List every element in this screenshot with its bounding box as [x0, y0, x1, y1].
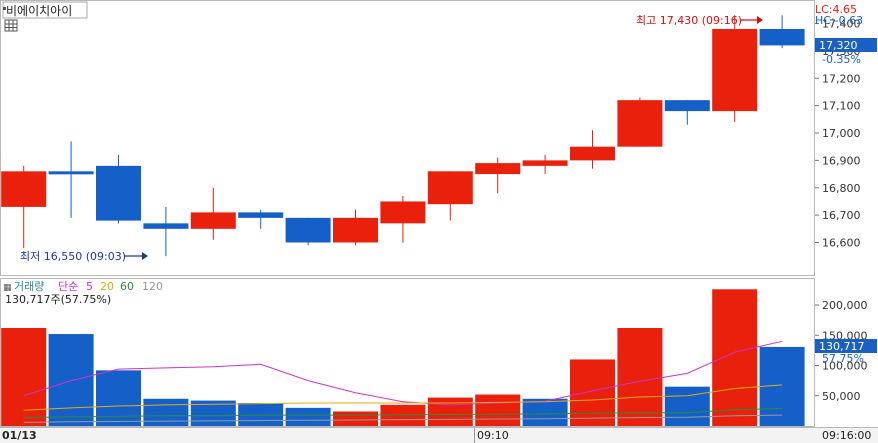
volume-bar: [285, 407, 331, 426]
hc-value: HC:-0.63: [815, 14, 863, 27]
current-price-tag: [815, 38, 877, 52]
price-tick-label: 16,600: [822, 237, 861, 250]
volume-tick-label: 200,000: [822, 299, 868, 312]
price-tick-label: 16,700: [822, 209, 861, 222]
price-panel-frame: [0, 0, 815, 276]
legend-ma120: 120: [142, 280, 163, 293]
price-tick-label: 16,900: [822, 154, 861, 167]
volume-tick-label: 100,000: [822, 360, 868, 373]
legend-volume: 거래량: [14, 280, 44, 293]
volume-bar: [522, 398, 568, 426]
volume-bar: [380, 404, 426, 426]
legend-ma-label: 단순: [58, 280, 78, 293]
volume-bar: [617, 327, 663, 426]
grid-table-icon[interactable]: [4, 19, 18, 32]
x-end-label: 09:16:00: [822, 429, 871, 442]
candle-body: [522, 160, 568, 166]
collapse-marker-icon[interactable]: [3, 7, 6, 10]
low-arrow-icon: [125, 252, 148, 260]
candle-body: [712, 28, 758, 112]
volume-bar: [238, 403, 284, 426]
candle-body: [143, 223, 189, 229]
candle-body: [190, 212, 236, 229]
ma-line-120: [23, 414, 783, 423]
candle-body: [380, 201, 426, 224]
current-change: -0.35%: [822, 53, 861, 66]
candle-body: [285, 217, 331, 243]
volume-bar: [1, 327, 47, 426]
moving-average-layer: [23, 340, 783, 423]
legend-ma5: 5: [86, 280, 93, 293]
legend-ma60: 60: [120, 280, 134, 293]
x-date-label: 01/13: [2, 429, 37, 442]
volume-bar: [143, 398, 189, 426]
stock-name: 비에이치아이: [6, 4, 72, 18]
candle-body: [570, 146, 615, 161]
volume-bar: [712, 289, 758, 426]
current-volume: 130,717: [819, 340, 865, 353]
x-axis-band: [0, 428, 878, 443]
candle-body: [475, 163, 521, 175]
lc-value: LC:4.65: [815, 3, 857, 16]
price-tick-label: 17,100: [822, 100, 861, 113]
low-annotation: 최저 16,550 (09:03): [20, 250, 126, 263]
current-price: 17,320: [819, 39, 858, 52]
ma-line-60: [23, 407, 783, 419]
price-tick-label: 16,800: [822, 182, 861, 195]
ma-line-20: [23, 384, 783, 411]
candle-body: [759, 28, 805, 46]
candle-body: [238, 212, 284, 218]
candles-layer: [1, 15, 805, 257]
current-volume-tag: [815, 339, 877, 353]
svg-text:▦: ▦: [3, 283, 12, 293]
volume-bar: [427, 397, 473, 426]
current-volume-ratio: 57.75%: [822, 352, 864, 365]
volume-bar: [333, 411, 378, 426]
candle-body: [1, 171, 47, 207]
candle-body: [96, 165, 141, 221]
volume-bar: [664, 386, 710, 426]
high-annotation: 최고 17,430 (09:16): [636, 14, 742, 27]
candle-body: [427, 171, 473, 205]
candle-body: [664, 100, 710, 112]
x-mid-label: 09:10: [477, 429, 509, 442]
candle-body: [617, 100, 663, 147]
candle-body: [333, 217, 378, 243]
volume-bar: [475, 394, 521, 426]
volume-info: 130,717주(57.75%): [5, 293, 111, 306]
volume-tick-label: 50,000: [822, 390, 861, 403]
price-tick-label: 17,000: [822, 127, 861, 140]
volume-bar: [570, 359, 615, 426]
candle-body: [48, 171, 94, 175]
price-tick-label: 17,400: [822, 18, 861, 31]
stock-name-box[interactable]: 비에이치아이: [2, 1, 88, 19]
legend-ma20: 20: [100, 280, 114, 293]
high-arrow-icon: [740, 16, 763, 24]
volume-bar: [48, 334, 94, 426]
price-tick-label: 17,200: [822, 72, 861, 85]
price-y-axis: 17,40017,30017,20017,10017,00016,90016,8…: [815, 18, 861, 250]
volume-legend: ▦ 거래량 단순 5 20 60 120: [3, 280, 163, 293]
ma-line-5: [23, 340, 783, 406]
volume-bar: [96, 370, 141, 426]
